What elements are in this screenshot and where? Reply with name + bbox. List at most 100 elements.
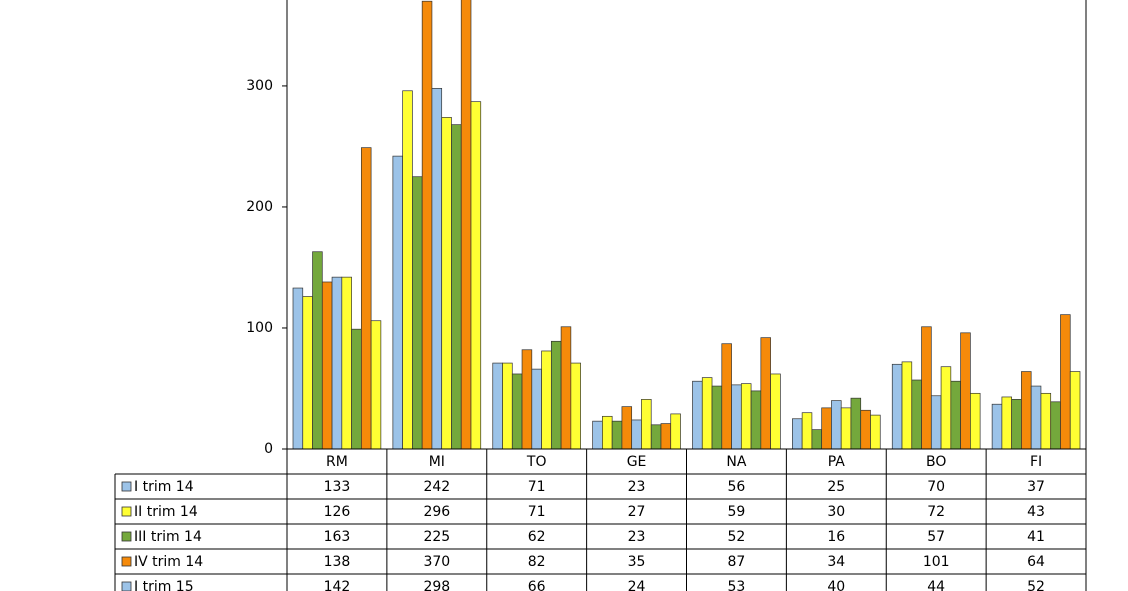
table-header: PA <box>828 454 846 470</box>
bar <box>792 418 803 450</box>
legend-key <box>121 556 132 567</box>
y-tick-label: 200 <box>246 199 273 215</box>
table-cell: 56 <box>728 479 746 495</box>
bar <box>470 101 482 450</box>
bar <box>570 362 581 450</box>
bar <box>321 281 333 450</box>
bar <box>831 400 842 450</box>
bar <box>930 395 942 450</box>
table-cell: 44 <box>927 579 945 591</box>
table-cell: 37 <box>1027 479 1045 495</box>
table-cell: 70 <box>927 479 945 495</box>
bar <box>312 251 323 450</box>
table-header: MI <box>429 454 445 470</box>
y-tick-label: 100 <box>246 320 273 336</box>
bar <box>731 384 742 450</box>
table-cell: 163 <box>324 529 351 545</box>
bar <box>860 409 871 450</box>
table-cell: 35 <box>628 554 646 570</box>
bar <box>1011 399 1022 450</box>
bar <box>511 373 523 450</box>
y-tick-label: 0 <box>264 441 273 457</box>
bar <box>331 276 343 450</box>
bar <box>692 380 703 450</box>
bar <box>1040 392 1052 450</box>
table-cell: 53 <box>728 579 746 591</box>
table-cell: 133 <box>324 479 351 495</box>
table-header: NA <box>726 454 746 470</box>
bar <box>701 377 713 450</box>
bar <box>541 350 552 450</box>
table-cell: 138 <box>324 554 351 570</box>
table-cell: 298 <box>423 579 450 591</box>
bar <box>1050 401 1061 450</box>
bar <box>531 368 542 450</box>
bar <box>592 420 603 450</box>
bar <box>550 340 562 450</box>
table-cell: 296 <box>423 504 450 520</box>
bar <box>911 379 922 450</box>
table-cell: 30 <box>827 504 845 520</box>
bar <box>521 349 533 450</box>
bar <box>721 343 732 450</box>
legend-label: I trim 15 <box>134 579 194 591</box>
table-cell: 23 <box>628 529 646 545</box>
bar <box>431 87 443 450</box>
table-cell: 142 <box>324 579 351 591</box>
bar <box>292 287 304 450</box>
table-cell: 25 <box>827 479 845 495</box>
bar <box>341 276 352 450</box>
legend-label: III trim 14 <box>134 529 202 545</box>
table-cell: 16 <box>827 529 845 545</box>
bar <box>711 385 723 450</box>
table-header: BO <box>926 454 946 470</box>
bar <box>770 373 781 450</box>
bar <box>1021 371 1032 450</box>
bar <box>1030 385 1042 450</box>
bar <box>402 90 413 450</box>
bar <box>921 326 932 450</box>
bar <box>421 0 433 450</box>
table-cell: 52 <box>728 529 746 545</box>
table-cell: 23 <box>628 479 646 495</box>
bar <box>641 399 652 450</box>
bar <box>950 380 961 450</box>
bar <box>360 147 372 450</box>
bar <box>502 362 513 450</box>
table-cell: 82 <box>528 554 546 570</box>
bar <box>1001 396 1013 450</box>
table-cell: 225 <box>423 529 450 545</box>
bar <box>392 155 403 450</box>
table-cell: 242 <box>423 479 450 495</box>
bar <box>760 337 771 450</box>
bar <box>821 407 832 450</box>
bar <box>670 413 681 450</box>
bar <box>492 362 503 450</box>
table-cell: 52 <box>1027 579 1045 591</box>
table-header: RM <box>326 454 348 470</box>
bar <box>960 332 971 450</box>
table-cell: 27 <box>628 504 646 520</box>
bar <box>850 397 862 450</box>
bar <box>460 0 472 450</box>
table-cell: 72 <box>927 504 945 520</box>
table-cell: 59 <box>728 504 746 520</box>
bar <box>631 419 642 450</box>
table-cell: 101 <box>923 554 950 570</box>
table-cell: 87 <box>728 554 746 570</box>
table-cell: 62 <box>528 529 546 545</box>
table-header: FI <box>1030 454 1042 470</box>
bar <box>351 328 362 450</box>
table-header: GE <box>627 454 647 470</box>
bar <box>650 424 662 450</box>
table-cell: 24 <box>628 579 646 591</box>
legend-key <box>121 531 132 542</box>
legend-key <box>121 581 132 591</box>
table-cell: 71 <box>528 504 546 520</box>
bar <box>750 390 762 450</box>
bar <box>302 296 313 450</box>
legend-label: I trim 14 <box>134 479 194 495</box>
table-cell: 126 <box>324 504 351 520</box>
bar <box>840 407 852 450</box>
